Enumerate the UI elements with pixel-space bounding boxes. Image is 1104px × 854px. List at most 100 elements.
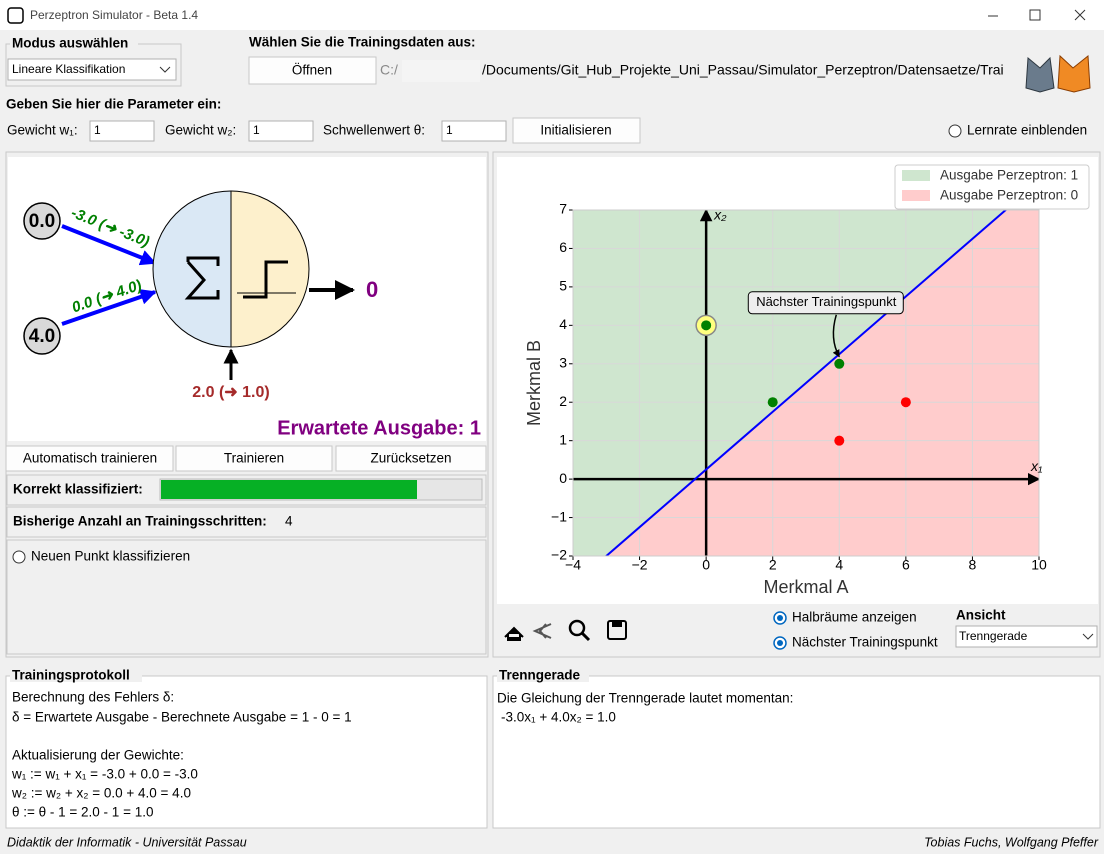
correct-label: Korrekt klassifiziert:: [13, 482, 143, 497]
back-tool[interactable]: [532, 623, 552, 639]
init-button[interactable]: [512, 117, 641, 144]
x-tick-label: −4: [565, 557, 581, 573]
x-tick-label: 0: [702, 557, 710, 573]
legend-swatch: [902, 170, 930, 181]
protocol-line: Berechnung des Fehlers δ:: [12, 690, 174, 705]
path-blur: [402, 60, 480, 82]
boundary-text: Die Gleichung der Trenngerade lautet mom…: [497, 691, 793, 706]
expected-output: Erwartete Ausgabe: 1: [277, 417, 481, 439]
save-tool-detail: [612, 621, 622, 627]
data-point: [834, 435, 845, 446]
view-value: Trenngerade: [959, 629, 1028, 643]
x-tick-label: 8: [969, 557, 977, 573]
boundary-equation: -3.0x₁ + 4.0x₂ = 1.0: [501, 710, 616, 725]
classify-label: Neuen Punkt klassifizieren: [31, 549, 190, 564]
data-point: [767, 397, 778, 408]
y-tick-label: 6: [559, 239, 567, 255]
y-tick-label: 1: [559, 431, 567, 447]
protocol-line: w₂ := w₂ + x₂ = 0.0 + 4.0 = 4.0: [11, 786, 191, 801]
y-tick-label: 0: [559, 470, 567, 486]
home-tool[interactable]: [504, 626, 524, 641]
step-symbol: [243, 260, 288, 299]
button-label: Zurücksetzen: [370, 451, 451, 466]
w2-value: 1: [253, 123, 260, 137]
y-tick-label: 5: [559, 278, 567, 294]
mode-value: Lineare Klassifikation: [12, 62, 125, 76]
steps-label: Bisherige Anzahl an Trainingsschritten:: [13, 514, 267, 529]
label-bg: [497, 668, 589, 682]
x-tick-label: 4: [835, 557, 843, 573]
w1-value: 1: [94, 123, 101, 137]
next-point-label: Nächster Trainingspunkt: [792, 635, 938, 650]
w2-label: Gewicht w₂:: [165, 123, 236, 138]
status-box: [6, 506, 487, 538]
params-label: Geben Sie hier die Parameter ein:: [6, 97, 221, 112]
theta-value: 1: [446, 123, 453, 137]
protocol-line: w₁ := w₁ + x₁ = -3.0 + 0.0 = -3.0: [11, 767, 198, 782]
y-tick-label: 2: [559, 393, 567, 409]
status-box: [6, 474, 487, 506]
fox-logo: [1057, 54, 1091, 93]
data-point: [701, 320, 712, 331]
reset-button[interactable]: [335, 445, 487, 472]
protocol-box: [5, 675, 488, 829]
auto-train-button[interactable]: [5, 445, 174, 472]
y-axis-label: Merkmal B: [524, 340, 544, 426]
zoom-tool[interactable]: [568, 619, 586, 637]
steps-value: 4: [285, 514, 293, 529]
close[interactable]: [1074, 9, 1086, 21]
classify-box: [6, 539, 487, 655]
window-title: Perzeptron Simulator - Beta 1.4: [30, 8, 198, 22]
sigma-symbol: [184, 256, 220, 300]
train-button[interactable]: [175, 445, 333, 472]
y-tick-label: 4: [559, 316, 567, 332]
decision-boundary: [604, 210, 1008, 556]
w1-label: Gewicht w₁:: [7, 123, 78, 138]
theta-input[interactable]: [441, 120, 507, 142]
view-label: Ansicht: [956, 608, 1006, 623]
title-bar: [0, 0, 1104, 30]
x-tick-label: 2: [769, 557, 777, 573]
path-text: /Documents/Git_Hub_Projekte_Uni_Passau/S…: [482, 62, 1004, 78]
zoom-tool-handle: [580, 631, 591, 642]
y-axis-arrow-label: x₂: [713, 207, 727, 223]
open-button[interactable]: [248, 56, 377, 85]
output-value: 0: [366, 277, 378, 302]
protocol-line: θ := θ - 1 = 2.0 - 1 = 1.0: [12, 805, 153, 820]
input-node: [23, 202, 61, 240]
app-icon: [7, 7, 24, 24]
x-axis-arrow-label: x₁: [1030, 458, 1043, 474]
legend-swatch: [902, 190, 930, 201]
init-button-label: Initialisieren: [540, 123, 611, 138]
dropdown-arrow: [1082, 633, 1094, 640]
w2-input[interactable]: [248, 120, 314, 142]
radio[interactable]: [12, 550, 26, 564]
halfspaces-label: Halbräume anzeigen: [792, 610, 917, 625]
legend-box: [894, 164, 1090, 210]
boundary-box: [492, 675, 1101, 829]
data-point: [900, 397, 911, 408]
protocol-title: Trainingsprotokoll: [12, 668, 130, 683]
progress-fill: [161, 480, 417, 499]
bias-label: 2.0 (➜ 1.0): [192, 384, 269, 401]
maximize[interactable]: [1029, 9, 1041, 21]
input-node: [23, 317, 61, 355]
protocol-line: δ = Erwartete Ausgabe - Berechnete Ausga…: [12, 710, 352, 725]
input-value: 4.0: [29, 326, 55, 347]
x-axis-label: Merkmal A: [763, 577, 848, 597]
label-bg: [10, 37, 138, 51]
radio-dot: [777, 615, 783, 621]
radio[interactable]: [948, 124, 962, 138]
mode-label: Modus auswählen: [12, 36, 128, 51]
weight-arrow: [61, 224, 157, 266]
button-label: Automatisch trainieren: [23, 451, 157, 466]
x-tick-label: 10: [1031, 557, 1047, 573]
mode-select[interactable]: [7, 58, 177, 81]
open-button-label: Öffnen: [292, 63, 332, 78]
y-tick-label: −1: [551, 508, 567, 524]
w1-input[interactable]: [89, 120, 155, 142]
view-select[interactable]: [955, 625, 1098, 648]
theta-label: Schwellenwert θ:: [323, 123, 425, 138]
dropdown-arrow: [159, 66, 171, 73]
